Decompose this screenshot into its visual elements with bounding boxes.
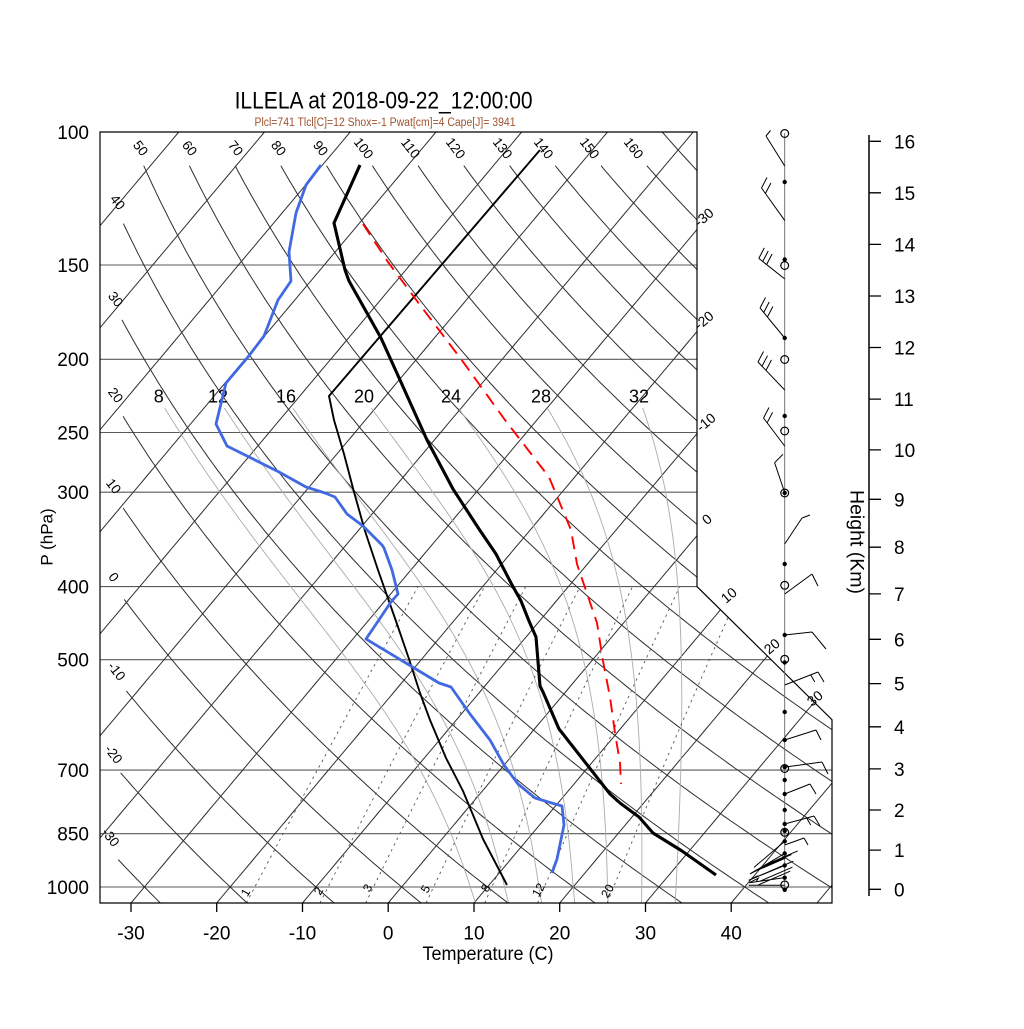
svg-text:-20: -20 (203, 924, 230, 945)
svg-text:5: 5 (894, 675, 905, 696)
svg-text:20: 20 (354, 387, 374, 407)
svg-text:40: 40 (721, 924, 742, 945)
svg-text:6: 6 (894, 630, 905, 651)
svg-text:150: 150 (57, 256, 89, 277)
svg-text:8: 8 (894, 538, 905, 559)
svg-text:400: 400 (57, 577, 89, 598)
svg-text:12: 12 (894, 339, 915, 360)
svg-text:11: 11 (894, 390, 914, 411)
svg-text:40: 40 (107, 192, 128, 213)
svg-text:10: 10 (103, 476, 124, 497)
svg-text:90: 90 (310, 138, 331, 159)
svg-text:4: 4 (894, 718, 905, 739)
svg-text:0: 0 (894, 880, 905, 901)
svg-text:-30: -30 (117, 924, 144, 945)
svg-text:3: 3 (894, 760, 905, 781)
svg-text:P (hPa): P (hPa) (38, 508, 57, 565)
svg-text:1000: 1000 (47, 878, 89, 899)
svg-text:13: 13 (894, 287, 915, 308)
svg-text:7: 7 (894, 585, 905, 606)
svg-text:16: 16 (276, 387, 296, 407)
svg-text:300: 300 (57, 483, 89, 504)
svg-text:10: 10 (894, 441, 915, 462)
svg-text:14: 14 (894, 235, 916, 256)
svg-text:-10: -10 (289, 924, 316, 945)
svg-text:20: 20 (105, 385, 126, 406)
svg-text:9: 9 (894, 490, 905, 511)
svg-text:700: 700 (57, 761, 89, 782)
svg-text:Temperature (C): Temperature (C) (423, 944, 554, 965)
svg-text:12: 12 (529, 880, 548, 899)
svg-text:70: 70 (225, 138, 246, 159)
svg-text:Height (Km): Height (Km) (846, 490, 868, 594)
svg-text:20: 20 (598, 881, 617, 900)
svg-text:50: 50 (130, 138, 151, 159)
svg-text:2: 2 (894, 801, 905, 822)
svg-text:20: 20 (549, 924, 570, 945)
svg-text:32: 32 (629, 387, 649, 407)
svg-text:250: 250 (57, 423, 89, 444)
svg-text:28: 28 (531, 387, 551, 407)
svg-text:850: 850 (57, 825, 89, 846)
svg-text:Plcl=741 Tlcl[C]=12 Shox=-1 Pw: Plcl=741 Tlcl[C]=12 Shox=-1 Pwat[cm]=4 C… (255, 117, 516, 129)
svg-text:30: 30 (635, 924, 656, 945)
svg-text:500: 500 (57, 651, 89, 672)
svg-text:30: 30 (105, 289, 126, 310)
svg-text:ILLELA at 2018-09-22_12:00:00: ILLELA at 2018-09-22_12:00:00 (235, 87, 533, 114)
svg-text:24: 24 (441, 387, 461, 407)
svg-text:16: 16 (894, 132, 915, 153)
svg-text:200: 200 (57, 350, 89, 371)
svg-text:60: 60 (179, 138, 200, 159)
svg-text:15: 15 (894, 184, 915, 205)
svg-text:80: 80 (268, 138, 289, 159)
svg-text:8: 8 (154, 387, 164, 407)
svg-text:10: 10 (463, 924, 484, 945)
svg-text:100: 100 (57, 123, 89, 144)
svg-text:0: 0 (383, 924, 394, 945)
svg-text:1: 1 (894, 841, 905, 862)
